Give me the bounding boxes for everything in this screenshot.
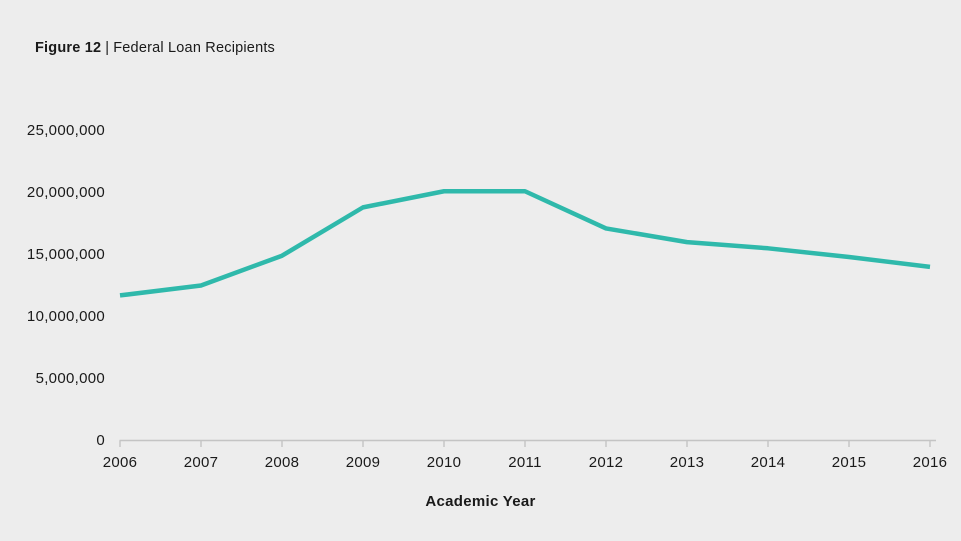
x-axis-tick-label: 2015: [831, 454, 867, 471]
x-axis-tick-label: 2009: [345, 454, 381, 471]
title-separator: |: [105, 40, 110, 56]
x-axis-tick-label: 2012: [588, 454, 624, 471]
x-axis-tick-label: 2007: [183, 454, 219, 471]
x-axis-tick-label: 2013: [669, 454, 705, 471]
figure-number-label: Figure 12: [35, 40, 102, 56]
x-axis-tick-label: 2016: [912, 454, 948, 471]
x-axis-tick-label: 2011: [508, 454, 542, 471]
chart-title: Figure 12 | Federal Loan Recipients: [35, 40, 275, 56]
figure-title-text: Federal Loan Recipients: [113, 40, 276, 56]
y-axis-tick-label: 10,000,000: [26, 307, 105, 325]
x-axis-tick-label: 2008: [264, 454, 300, 471]
y-axis-tick-label: 20,000,000: [26, 183, 105, 201]
x-axis-tick-label: 2014: [750, 454, 786, 471]
x-axis-tick-label: 2006: [102, 454, 138, 471]
y-axis-tick-label: 25,000,000: [26, 121, 105, 139]
x-axis-tick-label: 2010: [426, 454, 462, 471]
y-axis-tick-label: 0: [96, 431, 105, 449]
x-axis-title: Academic Year: [425, 493, 536, 510]
data-line-federal-loan-recipients: [119, 189, 931, 298]
y-axis-tick-label: 5,000,000: [35, 369, 105, 387]
y-axis-tick-label: 15,000,000: [26, 245, 105, 263]
